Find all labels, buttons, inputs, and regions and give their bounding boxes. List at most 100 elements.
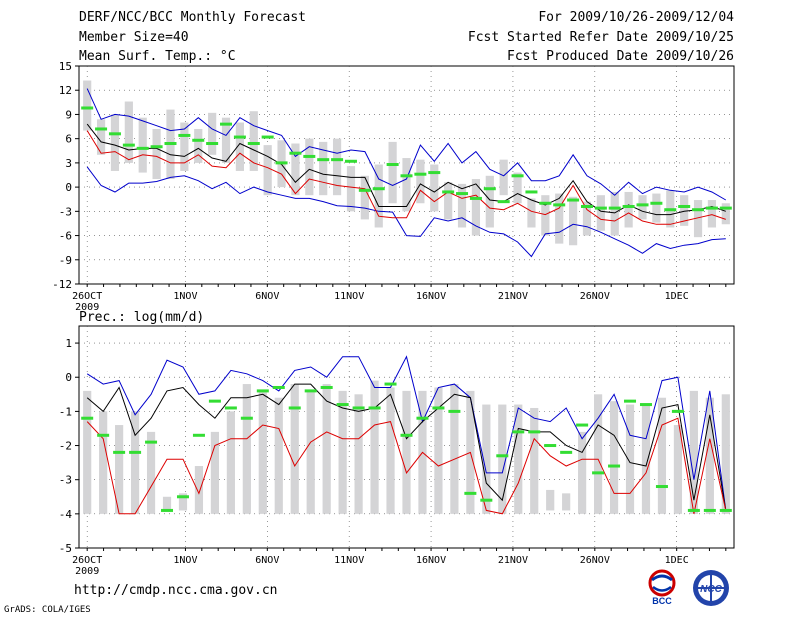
temp-plot-frame (78, 65, 735, 285)
temp-observed-mark (136, 146, 149, 150)
prec-ensemble-box (306, 390, 315, 514)
prec-ensemble-box (226, 411, 235, 514)
temp-observed-mark (594, 206, 607, 210)
prec-observed-mark (145, 440, 158, 444)
temp-observed-mark (386, 163, 399, 167)
prec-ensemble-box (290, 384, 299, 514)
bcc-logo: BCC (648, 569, 676, 606)
chart-title: DERF/NCC/BCC Monthly Forecast (79, 10, 306, 25)
temp-observed-mark (692, 208, 705, 212)
prec-ensemble-box (354, 394, 363, 514)
temp-xtick-label: 26NOV (580, 291, 610, 302)
temp-ensemble-box (582, 201, 592, 236)
temp-xtick-label: 6NOV (255, 291, 279, 302)
prec-ensemble-box (641, 404, 651, 514)
prec-observed-mark (544, 444, 557, 448)
prec-ensemble-box (657, 397, 667, 514)
temp-ensemble-box (291, 143, 300, 196)
temp-observed-mark (206, 142, 219, 146)
temp-ensemble-box (249, 111, 258, 171)
prec-observed-mark (81, 416, 94, 420)
temp-year-label: 2009 (75, 302, 99, 313)
prec-observed-mark (480, 498, 493, 502)
temp-ensemble-box (124, 101, 133, 163)
temp-ensemble-box (208, 112, 217, 155)
temp-ensemble-box (332, 138, 342, 196)
temp-ensemble-box (457, 183, 467, 228)
start-date-label: Fcst Started Refer Date 2009/10/25 (467, 30, 734, 45)
bcc-logo-text: BCC (652, 596, 672, 606)
temp-observed-mark (108, 132, 121, 136)
precipitation-panel-title: Prec.: log(mm/d) (79, 310, 205, 325)
prec-ensemble-box (83, 390, 92, 514)
temp-ensemble-box (221, 117, 231, 163)
temp-ytick-label: -3 (59, 205, 72, 218)
prec-ensemble-box (530, 407, 539, 514)
temp-observed-mark (497, 200, 510, 204)
prec-observed-mark (368, 406, 381, 410)
temp-ensemble-box (319, 141, 328, 196)
prec-ensemble-box (402, 390, 411, 514)
temp-observed-mark (525, 190, 538, 194)
prec-ensemble-box (146, 431, 156, 514)
temp-ensemble-box (346, 166, 356, 212)
prec-observed-mark (352, 406, 365, 410)
temp-ensemble-box (360, 175, 369, 220)
prec-observed-mark (176, 495, 189, 499)
prec-ensemble-box (609, 401, 619, 514)
temp-observed-mark (400, 174, 413, 178)
prec-observed-mark (687, 508, 700, 512)
prec-ensemble-box (130, 411, 140, 514)
temp-observed-mark (122, 143, 135, 147)
prec-ensemble-box (210, 431, 220, 514)
member-size-label: Member Size=40 (79, 30, 189, 45)
temp-ensemble-box (485, 175, 494, 228)
temp-observed-mark (247, 142, 260, 146)
temp-ensemble-box (388, 141, 397, 204)
temp-ytick-label: 0 (65, 181, 72, 194)
produced-date-label: Fcst Produced Date 2009/10/26 (507, 49, 734, 64)
temp-ensemble-box (83, 80, 92, 131)
temp-observed-mark (261, 135, 274, 139)
temp-observed-mark (705, 206, 718, 210)
temp-ensemble-box (152, 128, 161, 180)
source-url[interactable]: http://cmdp.ncc.cma.gov.cn (74, 583, 278, 598)
prec-xtick-label: 6NOV (255, 555, 279, 566)
prec-observed-mark (416, 416, 429, 420)
prec-observed-mark (432, 406, 445, 410)
temp-ytick-label: -6 (59, 230, 72, 243)
temp-ytick-label: 15 (59, 60, 72, 73)
prec-ensemble-box (705, 397, 714, 514)
prec-observed-mark (97, 433, 110, 437)
prec-xtick-label: 11NOV (334, 555, 364, 566)
prec-observed-mark (560, 450, 573, 454)
temp-observed-mark (553, 203, 566, 207)
temp-observed-mark (664, 208, 677, 212)
temp-observed-mark (178, 133, 191, 137)
temp-observed-mark (483, 187, 496, 191)
temp-ytick-label: 6 (65, 133, 72, 146)
temp-ensemble-box (541, 195, 550, 236)
prec-ensemble-box (689, 390, 698, 514)
temp-ytick-label: 3 (65, 157, 72, 170)
temp-ensemble-box (652, 193, 661, 223)
prec-plot-frame (78, 325, 735, 549)
prec-observed-mark (624, 399, 637, 403)
temp-ensemble-box (555, 193, 564, 244)
temp-ensemble-box (416, 159, 425, 204)
temp-ensemble-box (680, 195, 689, 226)
prec-ensemble-box (562, 493, 571, 511)
temp-ensemble-box (513, 172, 522, 204)
prec-observed-mark (528, 430, 541, 434)
prec-ensemble-box (194, 466, 204, 514)
prec-ytick-label: 1 (65, 337, 72, 350)
temp-observed-mark (678, 204, 691, 208)
grads-credit: GrADS: COLA/IGES (4, 605, 91, 615)
prec-observed-mark (400, 433, 413, 437)
temp-observed-mark (220, 122, 233, 126)
temp-observed-mark (608, 206, 621, 210)
prec-observed-mark (608, 464, 621, 468)
prec-ensemble-box (386, 387, 395, 514)
